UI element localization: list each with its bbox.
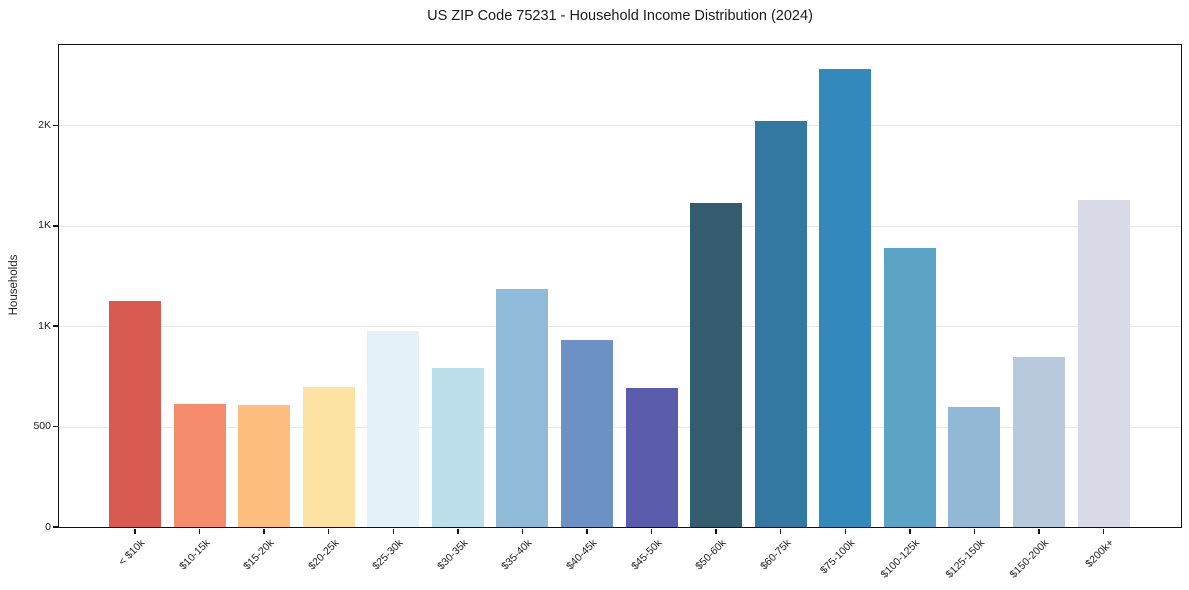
x-tick-label: $20-25k xyxy=(305,537,342,573)
x-tick-label: $35-40k xyxy=(499,537,535,573)
x-tick-label: $60-75k xyxy=(757,537,794,573)
bar-$40-45k xyxy=(560,339,613,527)
y-tick-mark xyxy=(53,325,59,327)
x-tick-mark xyxy=(1102,528,1105,534)
bar-$10-15k xyxy=(173,404,226,527)
bar-$150-200k xyxy=(1012,357,1065,527)
x-tick-label: $40-45k xyxy=(564,537,600,573)
x-tick-mark xyxy=(134,528,136,534)
x-tick-label: $150-200k xyxy=(1007,537,1052,581)
x-tick-mark xyxy=(586,528,588,534)
x-tick-mark xyxy=(909,528,911,534)
y-tick-mark xyxy=(53,225,59,227)
y-tick-label: 2K xyxy=(38,118,51,131)
x-tick-label: $15-20k xyxy=(241,537,277,573)
x-tick-mark xyxy=(263,528,265,534)
gridline xyxy=(59,326,1181,328)
y-tick-label: 1K xyxy=(38,319,51,332)
y-tick-label: 1K xyxy=(38,219,51,232)
y-tick-mark xyxy=(53,526,59,528)
bar-$25-30k xyxy=(367,330,420,527)
bar-$200k+ xyxy=(1077,200,1130,527)
x-tick-label: $125-150k xyxy=(943,537,987,581)
bar-$30-35k xyxy=(431,368,484,527)
chart-title: US ZIP Code 75231 - Household Income Dis… xyxy=(427,8,813,24)
x-tick-label: $45-50k xyxy=(628,537,665,573)
x-tick-label: $30-35k xyxy=(435,537,471,573)
y-tick-mark xyxy=(53,425,59,428)
x-tick-mark xyxy=(973,528,976,534)
x-tick-mark xyxy=(392,528,395,534)
x-tick-label: $50-60k xyxy=(693,537,729,573)
bar-$20-25k xyxy=(302,387,355,527)
bar-$100-125k xyxy=(883,248,936,527)
gridline xyxy=(59,125,1181,127)
x-tick-mark xyxy=(327,528,330,534)
x-tick-label: < $10k xyxy=(116,537,148,568)
x-tick-label: $200k+ xyxy=(1082,537,1117,571)
x-tick-mark xyxy=(457,528,459,534)
x-tick-mark xyxy=(844,528,847,534)
y-tick-label: 500 xyxy=(33,420,51,433)
bar-$75-100k xyxy=(819,68,872,527)
x-tick-label: $10-15k xyxy=(176,537,213,573)
bar-$15-20k xyxy=(238,405,291,527)
bar-$45-50k xyxy=(625,388,678,527)
x-tick-label: $75-100k xyxy=(818,537,858,577)
plot-area xyxy=(59,45,1181,527)
gridline xyxy=(59,225,1181,227)
x-tick-mark xyxy=(521,528,524,534)
gridline xyxy=(59,426,1181,428)
bar-$125-150k xyxy=(948,406,1001,527)
bar-$35-40k xyxy=(496,288,549,527)
y-tick-label: 0 xyxy=(45,520,51,533)
x-tick-mark xyxy=(1038,528,1040,534)
bar-$50-60k xyxy=(690,203,743,527)
x-tick-label: $25-30k xyxy=(370,537,406,573)
x-tick-mark xyxy=(715,528,717,534)
y-tick-mark xyxy=(53,124,59,127)
x-tick-label: $100-125k xyxy=(878,537,923,581)
bar-$60-75k xyxy=(754,121,807,527)
x-tick-mark xyxy=(650,528,653,534)
x-tick-mark xyxy=(779,528,782,534)
bar-< $10k xyxy=(109,301,161,527)
x-tick-mark xyxy=(198,528,201,534)
